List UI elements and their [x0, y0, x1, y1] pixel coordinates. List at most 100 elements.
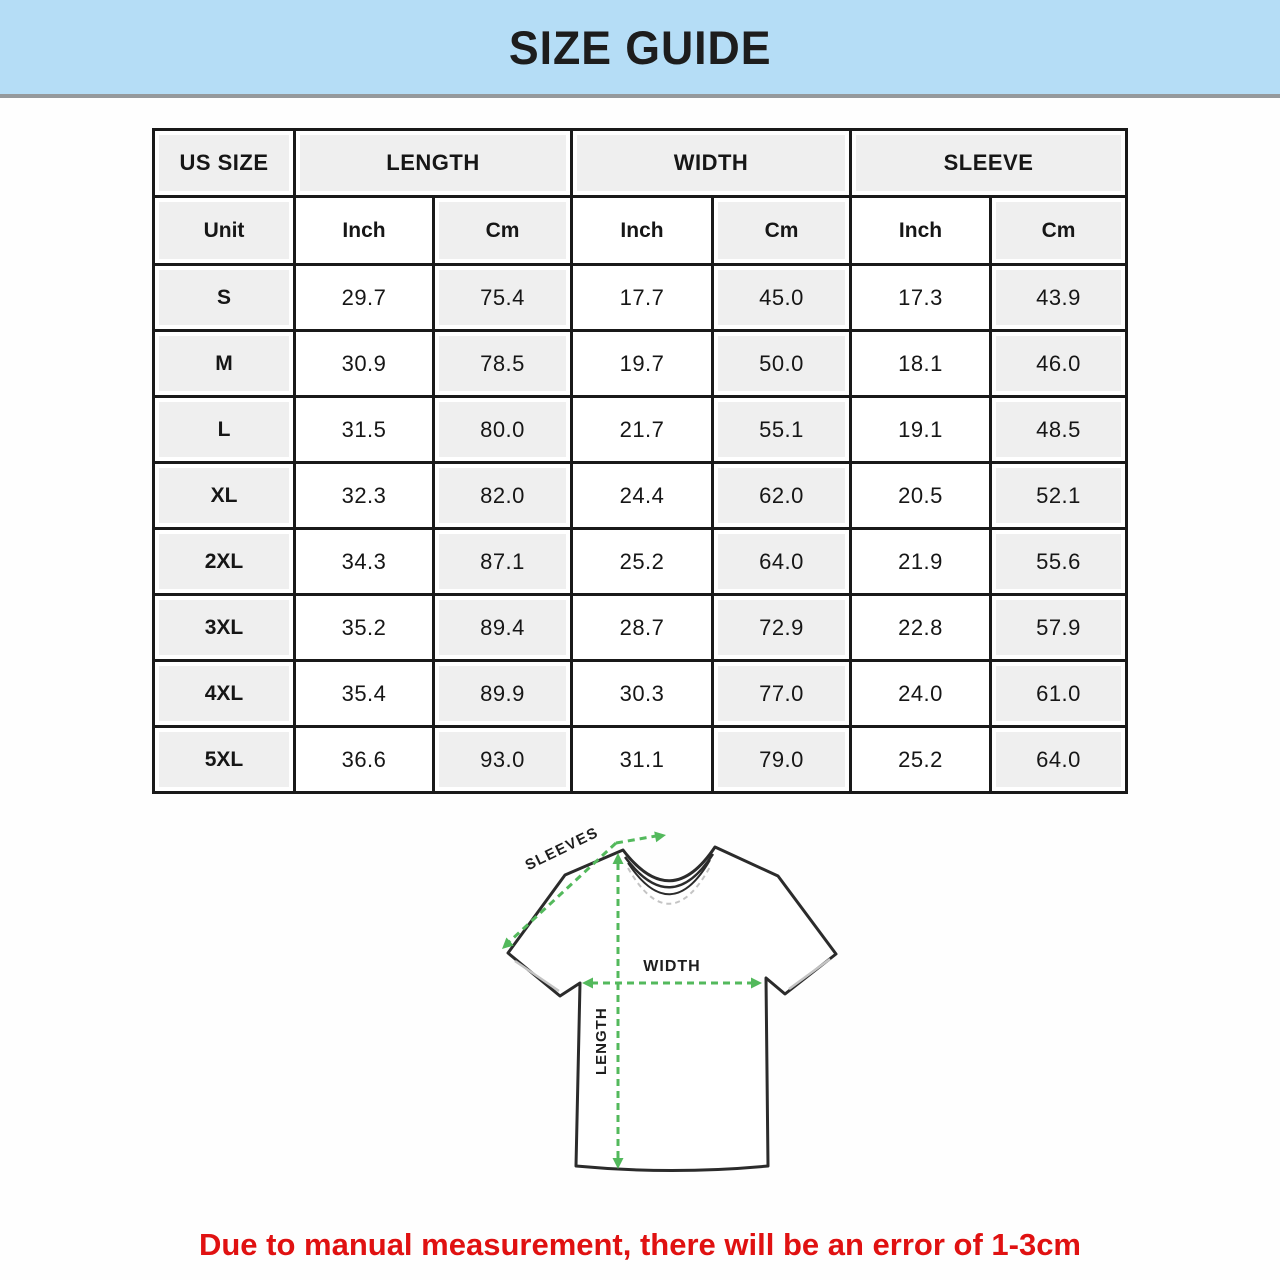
- size-cell: S: [152, 263, 296, 332]
- value-cell: 25.2: [570, 527, 714, 596]
- value-cell: 35.4: [293, 659, 435, 728]
- unit-cell: Unit: [152, 195, 296, 266]
- sleeves-arrow-line: [615, 834, 657, 845]
- col-header-width: WIDTH: [570, 128, 852, 198]
- sleeves-arrowhead-left: [502, 937, 514, 949]
- value-cell: 80.0: [432, 395, 573, 464]
- tshirt-diagram-svg: SLEEVES WIDTH LENGTH: [502, 824, 838, 1172]
- table-row: 5XL 36.6 93.0 31.1 79.0 25.2 64.0: [152, 725, 1128, 794]
- value-cell: 61.0: [989, 659, 1128, 728]
- value-cell: 17.7: [570, 263, 714, 332]
- unit-header-row: Unit Inch Cm Inch Cm Inch Cm: [152, 195, 1128, 266]
- size-cell: 5XL: [152, 725, 296, 794]
- value-cell: 48.5: [989, 395, 1128, 464]
- value-cell: 19.1: [849, 395, 992, 464]
- value-cell: 31.1: [570, 725, 714, 794]
- size-cell: 4XL: [152, 659, 296, 728]
- table-row: 4XL 35.4 89.9 30.3 77.0 24.0 61.0: [152, 659, 1128, 728]
- unit-cell: Cm: [989, 195, 1128, 266]
- value-cell: 45.0: [711, 263, 852, 332]
- value-cell: 21.9: [849, 527, 992, 596]
- value-cell: 93.0: [432, 725, 573, 794]
- size-cell: M: [152, 329, 296, 398]
- left-sleeve-seam: [514, 959, 560, 993]
- unit-cell: Cm: [432, 195, 573, 266]
- size-cell: 2XL: [152, 527, 296, 596]
- measurement-disclaimer: Due to manual measurement, there will be…: [198, 1227, 1082, 1262]
- width-label: WIDTH: [643, 958, 700, 975]
- unit-cell: Inch: [849, 195, 992, 266]
- page-title: SIZE GUIDE: [508, 20, 772, 74]
- table-row: 3XL 35.2 89.4 28.7 72.9 22.8 57.9: [152, 593, 1128, 662]
- value-cell: 18.1: [849, 329, 992, 398]
- value-cell: 34.3: [293, 527, 435, 596]
- value-cell: 35.2: [293, 593, 435, 662]
- value-cell: 31.5: [293, 395, 435, 464]
- length-arrowhead-down: [612, 1158, 624, 1169]
- value-cell: 24.4: [570, 461, 714, 530]
- collar-rib-line: [623, 853, 715, 889]
- col-header-length: LENGTH: [293, 128, 573, 198]
- value-cell: 89.9: [432, 659, 573, 728]
- back-collar-dashed-line: [627, 864, 712, 905]
- value-cell: 30.3: [570, 659, 714, 728]
- size-cell: XL: [152, 461, 296, 530]
- value-cell: 57.9: [989, 593, 1128, 662]
- unit-cell: Inch: [293, 195, 435, 266]
- value-cell: 46.0: [989, 329, 1128, 398]
- value-cell: 36.6: [293, 725, 435, 794]
- value-cell: 78.5: [432, 329, 573, 398]
- value-cell: 32.3: [293, 461, 435, 530]
- value-cell: 28.7: [570, 593, 714, 662]
- table-row: S 29.7 75.4 17.7 45.0 17.3 43.9: [152, 263, 1128, 332]
- value-cell: 55.6: [989, 527, 1128, 596]
- size-cell: 3XL: [152, 593, 296, 662]
- right-sleeve-seam: [788, 957, 831, 991]
- value-cell: 64.0: [989, 725, 1128, 794]
- col-header-sleeve: SLEEVE: [849, 128, 1128, 198]
- unit-cell: Cm: [711, 195, 852, 266]
- table-header-row: US SIZE LENGTH WIDTH SLEEVE: [152, 128, 1128, 198]
- value-cell: 30.9: [293, 329, 435, 398]
- size-table-body: S 29.7 75.4 17.7 45.0 17.3 43.9 M 30.9 78.5 19.7 50…: [152, 263, 1128, 794]
- title-banner: SIZE GUIDE: [0, 0, 1280, 98]
- value-cell: 79.0: [711, 725, 852, 794]
- value-cell: 43.9: [989, 263, 1128, 332]
- value-cell: 52.1: [989, 461, 1128, 530]
- width-arrowhead-right: [751, 977, 762, 989]
- col-header-us-size: US SIZE: [152, 128, 296, 198]
- size-cell: L: [152, 395, 296, 464]
- tshirt-measurement-diagram: SLEEVES WIDTH LENGTH: [478, 813, 870, 1185]
- value-cell: 22.8: [849, 593, 992, 662]
- table-row: M 30.9 78.5 19.7 50.0 18.1 46.0: [152, 329, 1128, 398]
- table-row: L 31.5 80.0 21.7 55.1 19.1 48.5: [152, 395, 1128, 464]
- collar-rib-line: [627, 859, 711, 896]
- value-cell: 17.3: [849, 263, 992, 332]
- value-cell: 50.0: [711, 329, 852, 398]
- value-cell: 21.7: [570, 395, 714, 464]
- value-cell: 82.0: [432, 461, 573, 530]
- unit-cell: Inch: [570, 195, 714, 266]
- value-cell: 20.5: [849, 461, 992, 530]
- sleeves-arrow-line: [507, 841, 618, 944]
- value-cell: 24.0: [849, 659, 992, 728]
- value-cell: 89.4: [432, 593, 573, 662]
- length-arrowhead-up: [612, 853, 624, 864]
- value-cell: 25.2: [849, 725, 992, 794]
- width-arrowhead-left: [582, 977, 593, 989]
- value-cell: 87.1: [432, 527, 573, 596]
- value-cell: 29.7: [293, 263, 435, 332]
- size-table: US SIZE LENGTH WIDTH SLEEVE Unit Inch Cm…: [152, 128, 1128, 794]
- value-cell: 19.7: [570, 329, 714, 398]
- table-row: 2XL 34.3 87.1 25.2 64.0 21.9 55.6: [152, 527, 1128, 596]
- value-cell: 64.0: [711, 527, 852, 596]
- value-cell: 55.1: [711, 395, 852, 464]
- tshirt-outline: [506, 845, 838, 1172]
- value-cell: 72.9: [711, 593, 852, 662]
- length-label: LENGTH: [593, 1007, 610, 1075]
- table-row: XL 32.3 82.0 24.4 62.0 20.5 52.1: [152, 461, 1128, 530]
- value-cell: 62.0: [711, 461, 852, 530]
- sleeves-arrowhead-right: [654, 831, 666, 843]
- value-cell: 77.0: [711, 659, 852, 728]
